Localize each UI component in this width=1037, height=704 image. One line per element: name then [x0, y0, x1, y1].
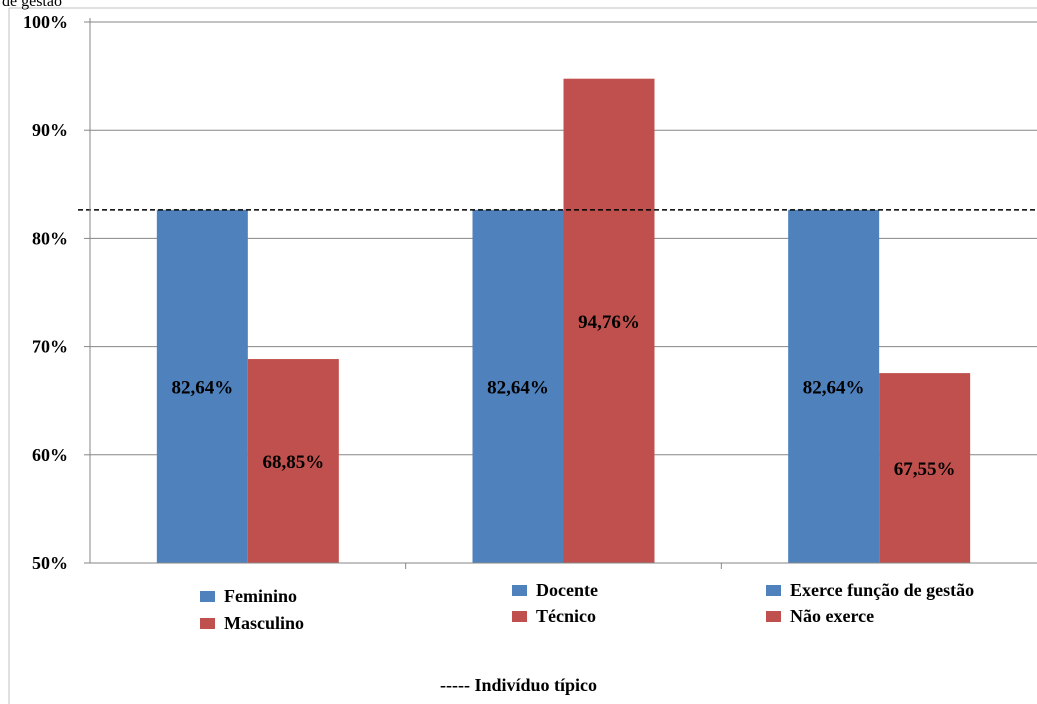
axes: 50% 60% 70% 80% 90% 100% [23, 12, 1037, 573]
data-labels: 82,64% 68,85% 82,64% 94,76% 82,64% 67,55% [171, 312, 955, 480]
bar [879, 373, 971, 563]
y-tick-label: 80% [32, 228, 68, 248]
data-label: 67,55% [894, 459, 956, 480]
data-label: 82,64% [487, 377, 549, 398]
y-tick-label: 50% [32, 553, 68, 573]
legend-label: Técnico [536, 606, 596, 626]
bars [156, 78, 971, 563]
legend-label: Docente [536, 580, 598, 600]
legend-swatch [766, 585, 781, 596]
bar [563, 78, 655, 563]
cut-off-caption: de gestão [2, 0, 62, 10]
data-label: 82,64% [171, 377, 233, 398]
bar [788, 209, 880, 563]
reference-line-caption: ----- Indivíduo típico [440, 675, 597, 695]
data-label: 68,85% [262, 452, 324, 473]
y-tick-label: 100% [23, 12, 68, 32]
legend-swatch [200, 591, 215, 602]
legend-swatch [200, 618, 215, 629]
data-label: 82,64% [803, 377, 865, 398]
legends: Feminino Masculino Docente Técnico Exerce fu… [200, 580, 974, 633]
y-tick-label: 70% [32, 337, 68, 357]
data-label: 94,76% [578, 312, 640, 333]
bar [247, 359, 339, 563]
y-tick-label: 90% [32, 120, 68, 140]
legend-swatch [766, 611, 781, 622]
legend-label: Não exerce [790, 606, 874, 626]
legend-swatch [512, 611, 527, 622]
legend-swatch [512, 585, 527, 596]
legend-label: Feminino [224, 586, 297, 606]
bar [472, 209, 564, 563]
legend-label: Exerce função de gestão [790, 580, 974, 600]
y-tick-label: 60% [32, 445, 68, 465]
bar [156, 209, 248, 563]
legend-label: Masculino [224, 613, 304, 633]
